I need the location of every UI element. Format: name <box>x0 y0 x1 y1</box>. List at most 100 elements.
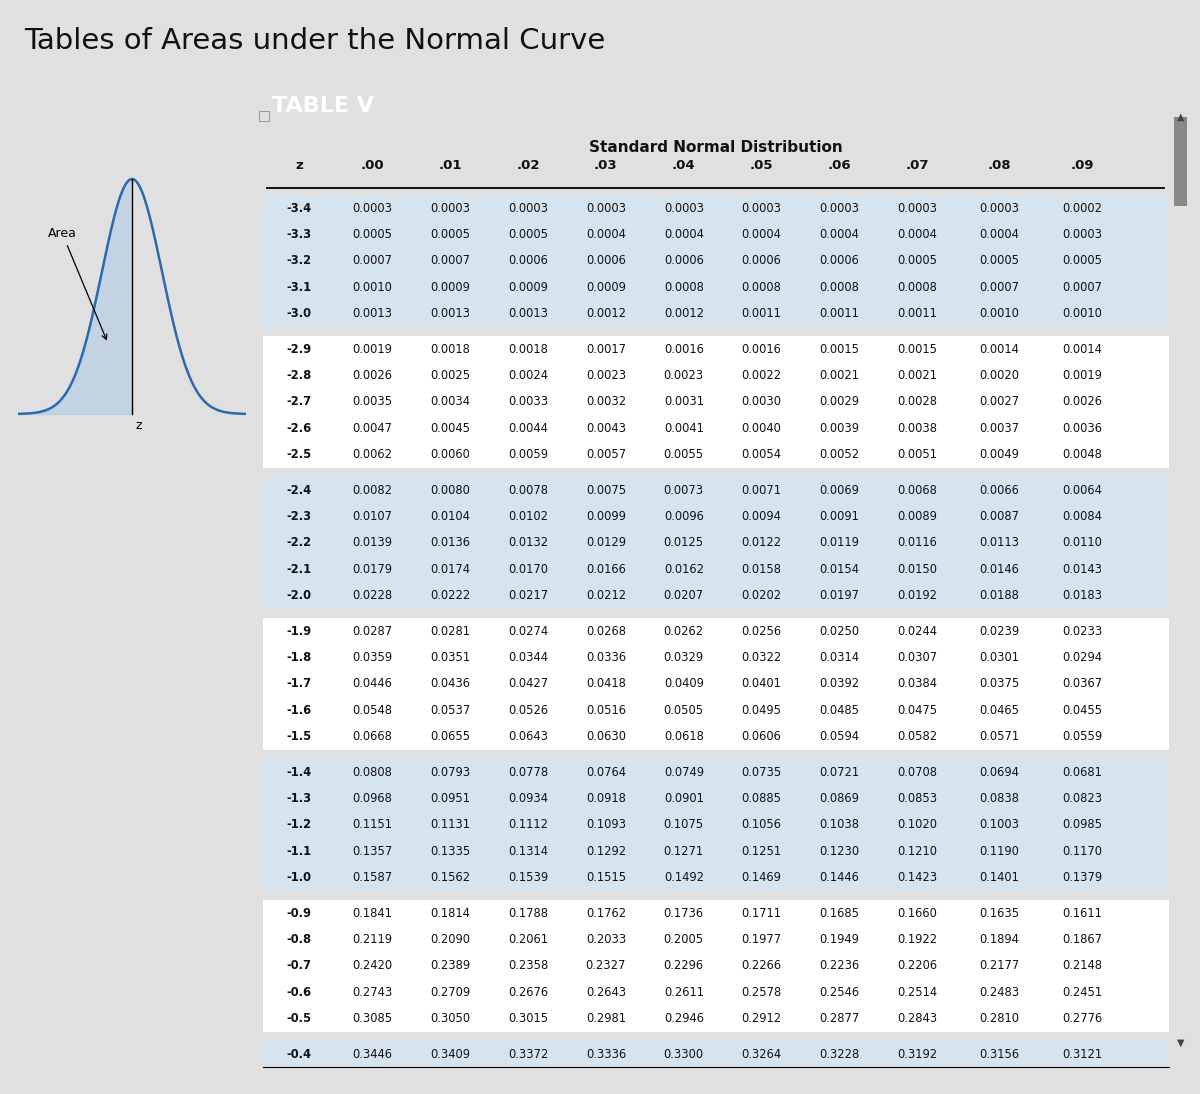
Text: 0.0418: 0.0418 <box>586 677 626 690</box>
Text: 0.0071: 0.0071 <box>742 484 781 497</box>
Text: 0.2061: 0.2061 <box>508 933 548 946</box>
Text: .09: .09 <box>1070 160 1093 172</box>
Bar <box>263 953 1169 979</box>
Text: 0.0034: 0.0034 <box>431 395 470 408</box>
Text: -2.4: -2.4 <box>287 484 312 497</box>
Text: 0.0007: 0.0007 <box>979 281 1020 294</box>
Text: 0.1230: 0.1230 <box>820 845 859 858</box>
Text: 0.0146: 0.0146 <box>979 562 1020 575</box>
Bar <box>263 785 1169 812</box>
Text: 0.0003: 0.0003 <box>820 201 859 214</box>
Text: 0.1251: 0.1251 <box>742 845 781 858</box>
Text: 0.3264: 0.3264 <box>742 1048 781 1061</box>
Text: 0.0307: 0.0307 <box>898 651 937 664</box>
Text: 0.0869: 0.0869 <box>820 792 859 805</box>
Text: 0.2709: 0.2709 <box>431 986 470 999</box>
Text: 0.2090: 0.2090 <box>431 933 470 946</box>
Text: 0.0059: 0.0059 <box>508 449 548 462</box>
Text: TABLE V: TABLE V <box>271 96 373 116</box>
Text: 0.3121: 0.3121 <box>1062 1048 1102 1061</box>
Text: 0.0013: 0.0013 <box>353 307 392 321</box>
Text: 0.0026: 0.0026 <box>353 369 392 382</box>
Text: 0.0735: 0.0735 <box>742 766 781 779</box>
Text: -0.5: -0.5 <box>287 1012 312 1025</box>
Text: 0.0003: 0.0003 <box>508 201 548 214</box>
Text: 0.0013: 0.0013 <box>431 307 470 321</box>
Text: 0.1492: 0.1492 <box>664 871 703 884</box>
Text: 0.1210: 0.1210 <box>898 845 937 858</box>
Text: 0.0007: 0.0007 <box>1062 281 1102 294</box>
Text: 0.0526: 0.0526 <box>508 703 548 717</box>
Text: 0.0006: 0.0006 <box>586 255 626 268</box>
Text: 0.1894: 0.1894 <box>979 933 1020 946</box>
Text: -1.9: -1.9 <box>287 625 312 638</box>
Bar <box>263 529 1169 556</box>
Text: -1.4: -1.4 <box>287 766 312 779</box>
Text: Tables of Areas under the Normal Curve: Tables of Areas under the Normal Curve <box>24 27 605 56</box>
Text: 0.0968: 0.0968 <box>353 792 392 805</box>
Text: 0.0125: 0.0125 <box>664 536 704 549</box>
Text: 0.1841: 0.1841 <box>353 907 392 920</box>
Text: 0.0005: 0.0005 <box>979 255 1020 268</box>
Text: 0.0006: 0.0006 <box>508 255 548 268</box>
Text: 0.3409: 0.3409 <box>431 1048 470 1061</box>
Text: 0.0630: 0.0630 <box>586 730 626 743</box>
Text: 0.0018: 0.0018 <box>431 342 470 356</box>
Text: 0.0197: 0.0197 <box>820 590 859 602</box>
Text: 0.0301: 0.0301 <box>979 651 1020 664</box>
Bar <box>263 1041 1169 1068</box>
Text: 0.0582: 0.0582 <box>898 730 937 743</box>
Text: 0.2483: 0.2483 <box>979 986 1020 999</box>
Text: .08: .08 <box>988 160 1012 172</box>
Text: 0.2877: 0.2877 <box>820 1012 859 1025</box>
Text: 0.0005: 0.0005 <box>898 255 937 268</box>
Text: 0.0003: 0.0003 <box>742 201 781 214</box>
Text: 0.0516: 0.0516 <box>586 703 626 717</box>
Text: 0.1762: 0.1762 <box>586 907 626 920</box>
Text: -1.8: -1.8 <box>287 651 312 664</box>
Text: 0.0012: 0.0012 <box>586 307 626 321</box>
Text: -2.7: -2.7 <box>287 395 312 408</box>
Text: -1.0: -1.0 <box>287 871 312 884</box>
Text: 0.0023: 0.0023 <box>586 369 626 382</box>
Text: 0.0548: 0.0548 <box>353 703 392 717</box>
Text: 0.0113: 0.0113 <box>979 536 1020 549</box>
Text: 0.0008: 0.0008 <box>742 281 781 294</box>
Text: 0.1446: 0.1446 <box>820 871 859 884</box>
Text: 0.0793: 0.0793 <box>431 766 470 779</box>
Text: 0.0004: 0.0004 <box>898 229 937 241</box>
Text: 0.1515: 0.1515 <box>586 871 626 884</box>
Text: 0.0158: 0.0158 <box>742 562 781 575</box>
Text: 0.1736: 0.1736 <box>664 907 704 920</box>
Text: .02: .02 <box>516 160 540 172</box>
Text: 0.0287: 0.0287 <box>353 625 392 638</box>
Text: 0.0749: 0.0749 <box>664 766 703 779</box>
Text: .04: .04 <box>672 160 696 172</box>
Text: 0.0003: 0.0003 <box>664 201 703 214</box>
Text: 0.0262: 0.0262 <box>664 625 704 638</box>
Text: -0.9: -0.9 <box>287 907 312 920</box>
Text: 0.2119: 0.2119 <box>353 933 392 946</box>
Text: 0.0060: 0.0060 <box>431 449 470 462</box>
Bar <box>263 336 1169 362</box>
Bar <box>263 362 1169 388</box>
Text: 0.3156: 0.3156 <box>979 1048 1020 1061</box>
Text: 0.0020: 0.0020 <box>979 369 1020 382</box>
Bar <box>263 388 1169 415</box>
Text: .01: .01 <box>438 160 462 172</box>
Text: 0.1587: 0.1587 <box>353 871 392 884</box>
Text: 0.1922: 0.1922 <box>898 933 937 946</box>
Text: -2.8: -2.8 <box>287 369 312 382</box>
Text: 0.0080: 0.0080 <box>431 484 470 497</box>
Text: 0.0003: 0.0003 <box>353 201 392 214</box>
Text: 0.0021: 0.0021 <box>898 369 937 382</box>
Text: -2.1: -2.1 <box>287 562 312 575</box>
Text: 0.2266: 0.2266 <box>742 959 781 973</box>
Text: -0.6: -0.6 <box>287 986 312 999</box>
Text: 0.0853: 0.0853 <box>898 792 937 805</box>
Text: 0.0003: 0.0003 <box>586 201 626 214</box>
Text: 0.0003: 0.0003 <box>898 201 937 214</box>
Text: 0.2743: 0.2743 <box>353 986 392 999</box>
Text: 0.0010: 0.0010 <box>979 307 1020 321</box>
Text: -2.3: -2.3 <box>287 510 312 523</box>
